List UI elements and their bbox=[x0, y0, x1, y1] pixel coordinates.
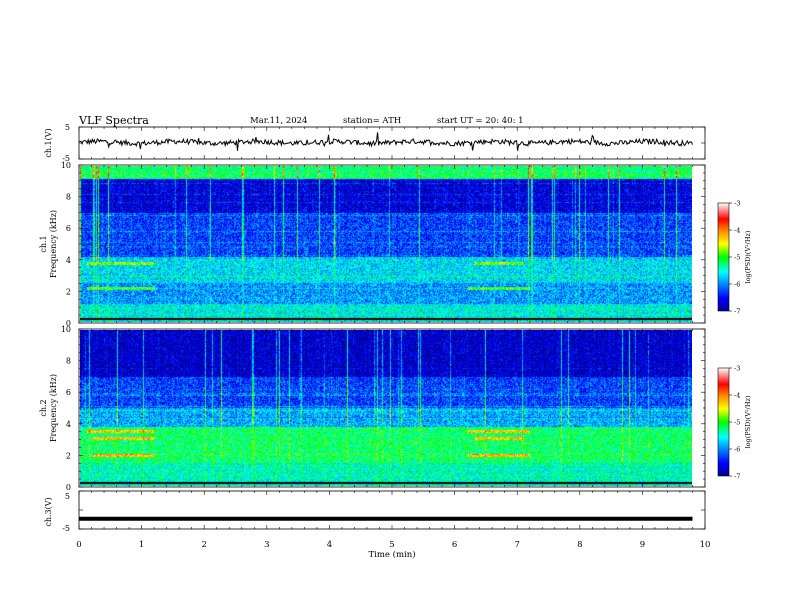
x-tick-label: 9 bbox=[640, 540, 645, 550]
frequency-tick-label: 2 bbox=[66, 287, 71, 296]
station-label: station= ATH bbox=[343, 116, 401, 126]
frequency-tick-label: 8 bbox=[66, 193, 71, 202]
colorbar-tick-label: -5 bbox=[734, 254, 740, 262]
x-axis-label: Time (min) bbox=[368, 549, 415, 560]
x-tick-label: 10 bbox=[700, 540, 711, 550]
ch3-ylabel: ch.3(V) bbox=[44, 497, 53, 526]
colorbar-tick-label: -4 bbox=[734, 227, 740, 235]
colorbar-tick-label: -5 bbox=[734, 419, 740, 427]
x-tick-label: 3 bbox=[264, 540, 269, 550]
frequency-tick-label: 8 bbox=[66, 357, 71, 366]
colorbar-1: -3 -4 -5 -6 -7 log(PSD)(V²/Hz) bbox=[717, 200, 752, 316]
ch1-panel: 5 -5 ch.1(V) bbox=[44, 123, 706, 163]
frequency-tick-label: 2 bbox=[66, 451, 71, 460]
spec1-ylabel-frequency: Frequency (kHz) bbox=[49, 210, 58, 278]
spectrogram-1-canvas bbox=[80, 166, 692, 322]
colorbar-tick-label: -3 bbox=[734, 200, 740, 208]
ch3-ytick-top: 5 bbox=[65, 492, 70, 501]
frequency-tick-label: 4 bbox=[66, 256, 71, 265]
ch3-ytick-bottom: -5 bbox=[62, 524, 70, 533]
colorbar-2: -3 -4 -5 -6 -7 log(PSD)(V²/Hz) bbox=[717, 365, 752, 481]
x-tick-label: 5 bbox=[389, 540, 394, 550]
spec1-ylabel-channel: ch.1 bbox=[39, 235, 48, 252]
x-tick-label: 2 bbox=[201, 540, 206, 550]
frequency-tick-label: 6 bbox=[66, 388, 71, 397]
colorbar-2-label: log(PSD)(V²/Hz) bbox=[744, 395, 752, 448]
x-tick-label: 8 bbox=[577, 540, 582, 550]
colorbar-1-label: log(PSD)(V²/Hz) bbox=[744, 230, 752, 283]
colorbar-tick-label: -3 bbox=[734, 365, 740, 373]
ch1-ylabel: ch.1(V) bbox=[44, 128, 53, 157]
colorbar-tick-label: -4 bbox=[734, 392, 740, 400]
frequency-tick-label: 10 bbox=[61, 161, 71, 170]
colorbar-tick-label: -6 bbox=[734, 446, 740, 454]
ch3-panel: 5 -5 ch.3(V) bbox=[44, 490, 706, 533]
spec2-ylabel-channel: ch.2 bbox=[39, 399, 48, 416]
ch1-waveform-line bbox=[79, 132, 693, 151]
date-label: Mar.11, 2024 bbox=[250, 116, 307, 126]
ch1-ytick-bottom: -5 bbox=[62, 154, 70, 163]
spectrogram-2-panel: 0 2 4 6 8 10 ch.2 Frequency (kHz) bbox=[39, 325, 706, 492]
ch1-ytick-top: 5 bbox=[65, 123, 70, 132]
x-tick-label: 1 bbox=[139, 540, 144, 550]
figure-title: VLF Spectra bbox=[78, 114, 149, 127]
spec2-ylabel-frequency: Frequency (kHz) bbox=[49, 374, 58, 442]
spectrogram-2-canvas bbox=[80, 330, 692, 486]
start-time-label: start UT = 20: 40: 1 bbox=[437, 116, 524, 126]
colorbar-tick-label: -7 bbox=[734, 473, 740, 481]
colorbar-tick-label: -6 bbox=[734, 281, 740, 289]
x-tick-label: 7 bbox=[514, 540, 519, 550]
frequency-tick-label: 6 bbox=[66, 224, 71, 233]
frequency-tick-label: 0 bbox=[66, 483, 71, 492]
x-tick-label: 4 bbox=[327, 540, 332, 550]
spectrogram-1-panel: 0 2 4 6 8 10 ch.1 Frequency (kHz) bbox=[39, 161, 706, 328]
x-tick-label: 0 bbox=[76, 540, 81, 550]
frequency-tick-label: 0 bbox=[66, 319, 71, 328]
x-tick-label: 6 bbox=[452, 540, 457, 550]
frequency-tick-label: 10 bbox=[61, 325, 71, 334]
frequency-tick-label: 4 bbox=[66, 420, 71, 429]
colorbar-tick-label: -7 bbox=[734, 308, 740, 316]
